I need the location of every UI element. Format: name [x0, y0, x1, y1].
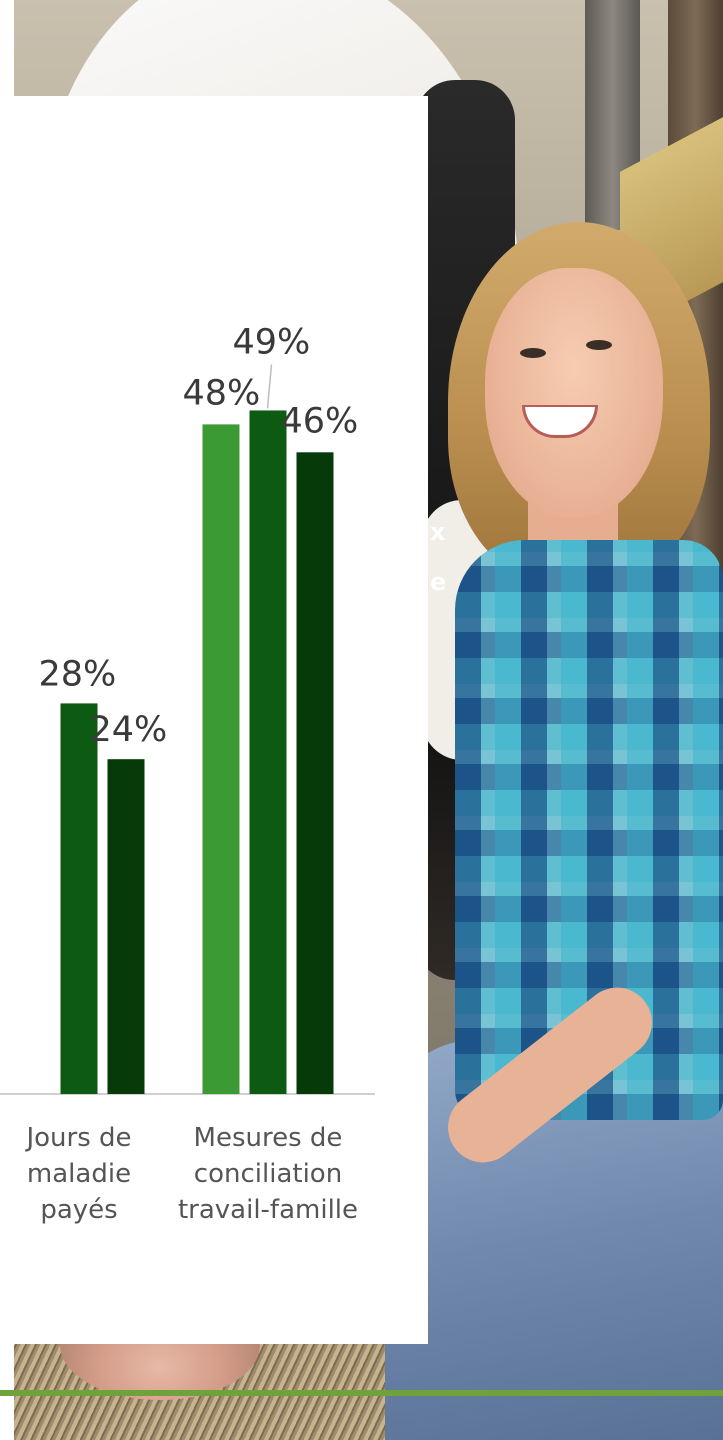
category-label-2-line-0: Mesures de — [194, 1123, 343, 1153]
woman-face — [485, 268, 663, 518]
left-eye — [520, 348, 546, 358]
bar-s2-c1 — [107, 759, 145, 1094]
right-eye — [586, 340, 612, 350]
category-label-2-line-1: conciliation — [194, 1159, 342, 1189]
category-label-1-line-0: Jours de — [24, 1123, 131, 1153]
bar-s1-c2 — [249, 410, 287, 1094]
leader-line — [266, 364, 273, 409]
category-label-1-line-2: payés — [40, 1195, 117, 1225]
data-label-2: 24% — [90, 710, 168, 750]
data-label-1: 28% — [39, 654, 117, 694]
data-label-3: 48% — [183, 373, 261, 413]
bar-s0-c2 — [202, 424, 240, 1094]
category-label-1-line-1: maladie — [27, 1159, 131, 1189]
green-rule — [0, 1390, 723, 1396]
background-text-1: x — [430, 518, 446, 546]
bar-s1-c1 — [60, 703, 98, 1094]
data-label-4: 49% — [233, 322, 311, 362]
chart-card: 54%28%24%48%49%46%Jours demaladiepayésMe… — [0, 96, 428, 1344]
data-label-5: 46% — [281, 401, 359, 441]
background-text-2: e — [430, 568, 447, 596]
bar-chart: 54%28%24%48%49%46%Jours demaladiepayésMe… — [0, 322, 375, 1225]
category-label-2-line-2: travail-famille — [178, 1195, 358, 1225]
bar-s2-c2 — [296, 452, 334, 1094]
